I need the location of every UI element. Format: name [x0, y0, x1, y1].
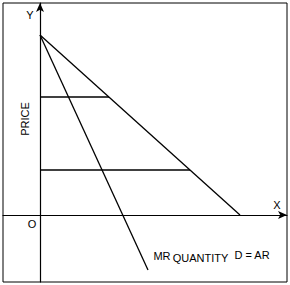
svg-text:D = AR: D = AR — [234, 249, 269, 261]
svg-text:O: O — [28, 218, 37, 230]
svg-text:Y: Y — [26, 9, 34, 21]
svg-text:QUANTITY: QUANTITY — [173, 252, 229, 264]
svg-text:MR: MR — [153, 250, 170, 262]
svg-text:PRICE: PRICE — [19, 102, 31, 136]
svg-text:X: X — [273, 199, 281, 211]
